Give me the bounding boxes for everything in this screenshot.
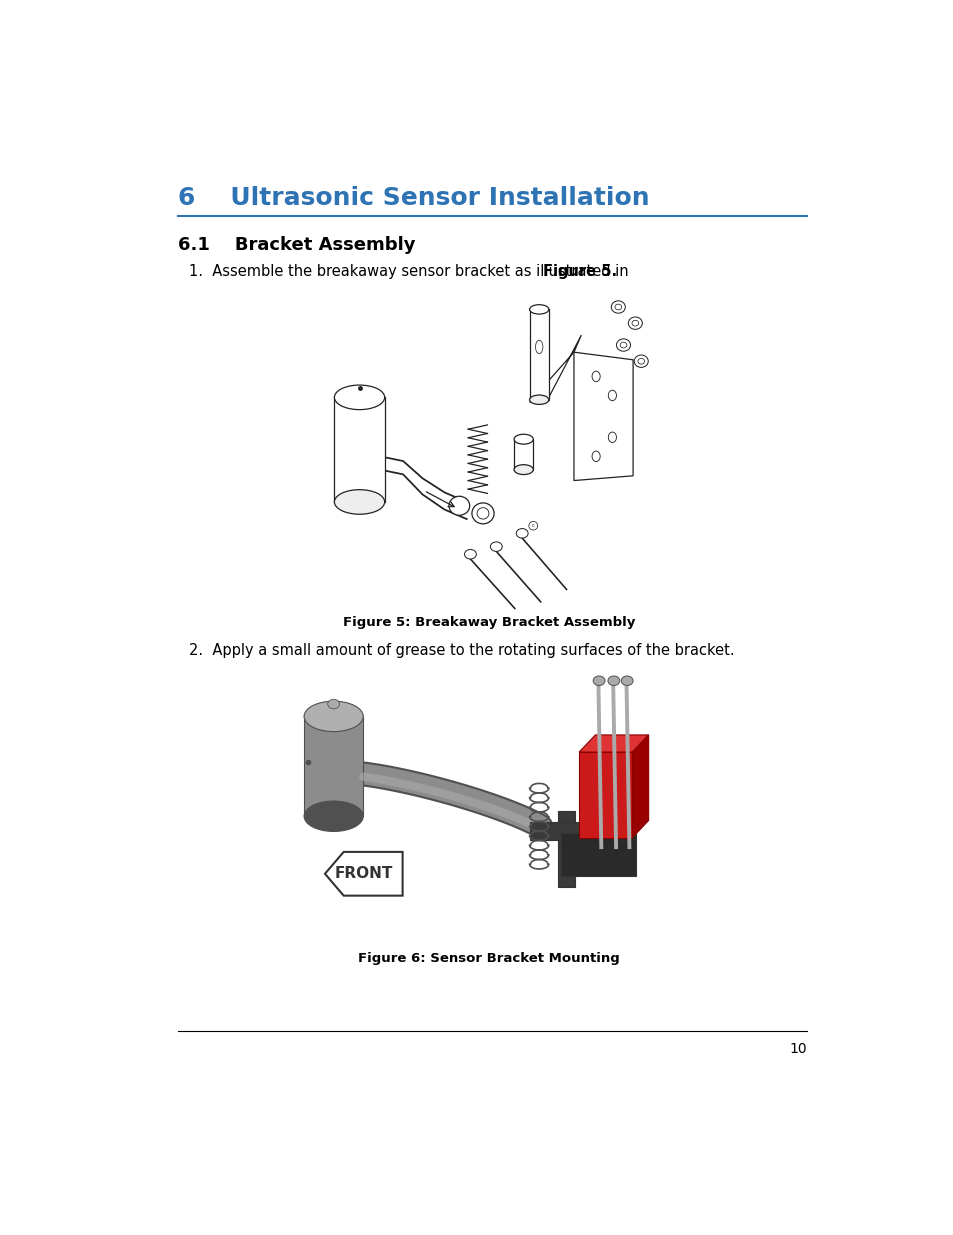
Bar [514, 440, 533, 469]
Ellipse shape [620, 676, 633, 685]
Text: Figure 5: Breakaway Bracket Assembly: Figure 5: Breakaway Bracket Assembly [342, 616, 635, 629]
Text: 2.  Apply a small amount of grease to the rotating surfaces of the bracket.: 2. Apply a small amount of grease to the… [190, 642, 735, 658]
Ellipse shape [535, 341, 542, 353]
Ellipse shape [516, 529, 528, 538]
Ellipse shape [611, 301, 624, 314]
Ellipse shape [593, 676, 604, 685]
Bar [529, 310, 548, 400]
Ellipse shape [619, 342, 626, 348]
Ellipse shape [592, 451, 599, 462]
Text: 6.1    Bracket Assembly: 6.1 Bracket Assembly [178, 236, 416, 253]
Ellipse shape [615, 304, 621, 310]
Ellipse shape [304, 701, 363, 731]
Ellipse shape [335, 489, 384, 514]
Ellipse shape [634, 354, 648, 367]
Ellipse shape [514, 464, 533, 474]
Ellipse shape [616, 338, 630, 351]
Text: Figure 6: Sensor Bracket Mounting: Figure 6: Sensor Bracket Mounting [357, 952, 619, 965]
Ellipse shape [528, 521, 537, 530]
Text: Figure 5.: Figure 5. [542, 264, 617, 279]
Ellipse shape [335, 385, 384, 410]
Ellipse shape [638, 358, 644, 364]
Bar [335, 398, 384, 501]
Bar [304, 716, 363, 816]
Text: FRONT: FRONT [335, 866, 393, 882]
Polygon shape [632, 735, 648, 837]
Ellipse shape [592, 372, 599, 382]
Bar [558, 811, 575, 887]
Polygon shape [578, 735, 648, 752]
Ellipse shape [608, 390, 616, 400]
Polygon shape [325, 852, 402, 895]
Ellipse shape [304, 802, 363, 831]
Text: c: c [531, 524, 535, 529]
Ellipse shape [608, 432, 616, 442]
Polygon shape [529, 335, 580, 403]
Ellipse shape [607, 676, 619, 685]
Bar [529, 823, 603, 840]
Polygon shape [560, 832, 636, 876]
Bar [578, 752, 632, 837]
Ellipse shape [464, 550, 476, 559]
Text: 6    Ultrasonic Sensor Installation: 6 Ultrasonic Sensor Installation [178, 186, 649, 210]
Text: 10: 10 [788, 1042, 806, 1056]
Ellipse shape [529, 305, 548, 314]
Ellipse shape [529, 395, 548, 404]
Ellipse shape [628, 317, 641, 330]
Text: 1.  Assemble the breakaway sensor bracket as illustrated in: 1. Assemble the breakaway sensor bracket… [190, 264, 633, 279]
Ellipse shape [476, 508, 488, 519]
Ellipse shape [514, 435, 533, 445]
Ellipse shape [631, 320, 638, 326]
Ellipse shape [449, 496, 469, 515]
Ellipse shape [328, 699, 339, 709]
Polygon shape [574, 352, 633, 480]
Ellipse shape [490, 542, 501, 551]
Ellipse shape [472, 503, 494, 524]
